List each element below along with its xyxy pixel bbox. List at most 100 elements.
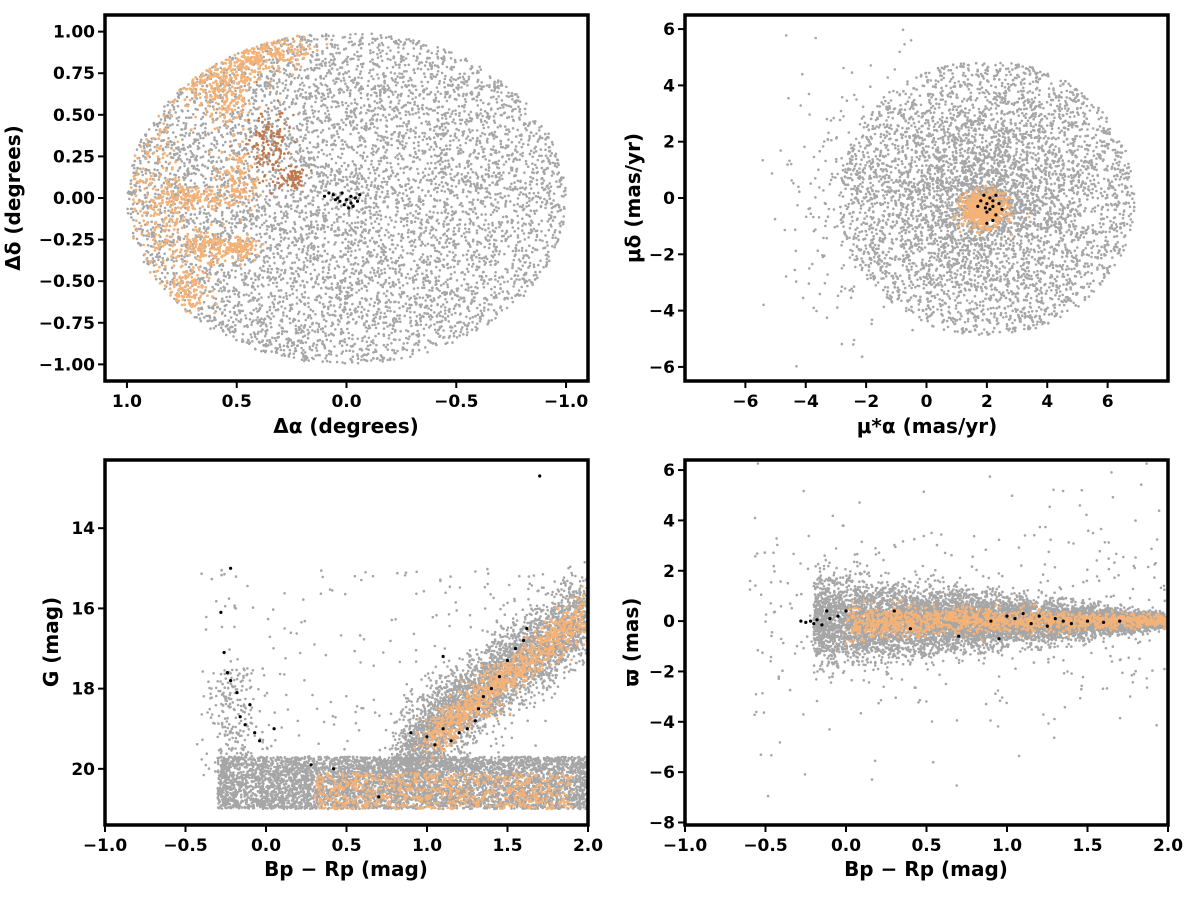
field-star-point xyxy=(361,87,365,90)
field-star-point xyxy=(358,172,362,175)
field-star-point xyxy=(435,190,439,194)
field-star-point xyxy=(295,124,299,128)
field-star-point xyxy=(372,269,376,272)
field-star-point xyxy=(452,334,456,338)
field-star-point xyxy=(357,76,360,79)
field-star-point xyxy=(301,139,305,142)
field-star-point xyxy=(482,286,486,289)
field-star-point xyxy=(430,51,434,55)
field-star-point xyxy=(520,249,524,253)
field-star-point xyxy=(271,336,274,340)
field-star-point xyxy=(403,41,407,44)
field-star-point xyxy=(248,189,252,193)
field-star-point xyxy=(149,228,153,231)
field-star-point xyxy=(479,242,483,245)
field-star-point xyxy=(479,201,483,204)
field-star-point xyxy=(475,139,479,142)
field-star-point xyxy=(319,165,323,169)
field-star-point xyxy=(232,286,236,290)
field-star-point xyxy=(428,232,432,235)
field-star-point xyxy=(406,235,410,239)
field-star-point xyxy=(336,264,340,268)
field-star-point xyxy=(496,79,500,82)
field-star-point xyxy=(396,314,399,317)
field-star-point xyxy=(401,256,404,259)
field-star-point xyxy=(465,230,468,234)
field-star-point xyxy=(437,312,441,315)
field-star-point xyxy=(428,167,432,170)
sky-scatter-plot: 1.0 0.5 0.0 −0.5 −1.01.000.750.500.250.00−0.… xyxy=(39,13,590,412)
field-star-point xyxy=(150,231,154,234)
field-star-point xyxy=(189,116,193,119)
field-star-point xyxy=(424,244,427,247)
field-star-point xyxy=(361,42,364,45)
field-star-point xyxy=(457,179,461,182)
field-star-point xyxy=(478,226,482,230)
field-star-point xyxy=(413,100,417,104)
field-star-point xyxy=(314,232,318,235)
field-star-point xyxy=(388,105,392,109)
field-star-point xyxy=(230,269,234,272)
field-star-point xyxy=(301,149,305,153)
field-star-point xyxy=(380,246,383,250)
field-star-point xyxy=(446,254,449,257)
field-star-point xyxy=(405,38,408,41)
field-star-point xyxy=(285,73,289,77)
field-star-point xyxy=(411,97,414,101)
field-star-point xyxy=(461,81,465,84)
field-star-point xyxy=(452,88,456,92)
field-star-point xyxy=(390,169,394,172)
field-star-point xyxy=(228,55,232,59)
field-star-point xyxy=(412,287,416,290)
field-star-point xyxy=(477,152,481,155)
field-star-point xyxy=(438,269,442,272)
field-star-point xyxy=(392,281,395,285)
field-star-point xyxy=(346,88,349,92)
field-star-point xyxy=(370,32,374,36)
field-star-point xyxy=(495,209,499,213)
field-star-point xyxy=(292,195,295,199)
field-star-point xyxy=(371,144,375,147)
field-star-point xyxy=(418,52,422,56)
field-star-point xyxy=(310,323,314,326)
field-star-point xyxy=(485,121,489,124)
field-star-point xyxy=(141,173,144,177)
field-star-point xyxy=(335,130,339,133)
field-star-point xyxy=(535,273,538,277)
field-star-point xyxy=(220,178,223,181)
field-star-point xyxy=(358,167,361,171)
field-star-point xyxy=(288,294,292,297)
field-star-point xyxy=(202,316,206,319)
field-star-point xyxy=(202,144,205,148)
field-star-point xyxy=(493,130,497,134)
field-star-point xyxy=(475,322,479,326)
field-star-point xyxy=(344,230,348,234)
field-star-point xyxy=(133,166,136,170)
field-star-point xyxy=(215,206,219,210)
field-star-point xyxy=(341,128,345,131)
field-star-point xyxy=(133,183,136,187)
field-star-point xyxy=(230,222,234,225)
field-star-point xyxy=(304,161,308,165)
field-star-point xyxy=(300,358,304,361)
field-star-point xyxy=(475,255,478,259)
field-star-point xyxy=(379,315,382,319)
field-star-point xyxy=(397,93,400,97)
field-star-point xyxy=(434,93,437,96)
field-star-point xyxy=(486,282,490,285)
field-star-point xyxy=(402,121,406,124)
field-star-point xyxy=(491,174,494,178)
field-star-point xyxy=(274,119,278,123)
field-star-point xyxy=(342,90,346,94)
field-star-point xyxy=(461,134,465,137)
field-star-point xyxy=(484,168,488,171)
field-star-point xyxy=(326,287,329,290)
field-star-point xyxy=(419,323,423,327)
field-star-point xyxy=(418,313,422,317)
field-star-point xyxy=(488,75,492,78)
field-star-point xyxy=(340,281,343,284)
field-star-point xyxy=(476,136,479,140)
field-star-point xyxy=(170,146,173,150)
field-star-point xyxy=(400,154,403,158)
field-star-point xyxy=(352,108,356,112)
